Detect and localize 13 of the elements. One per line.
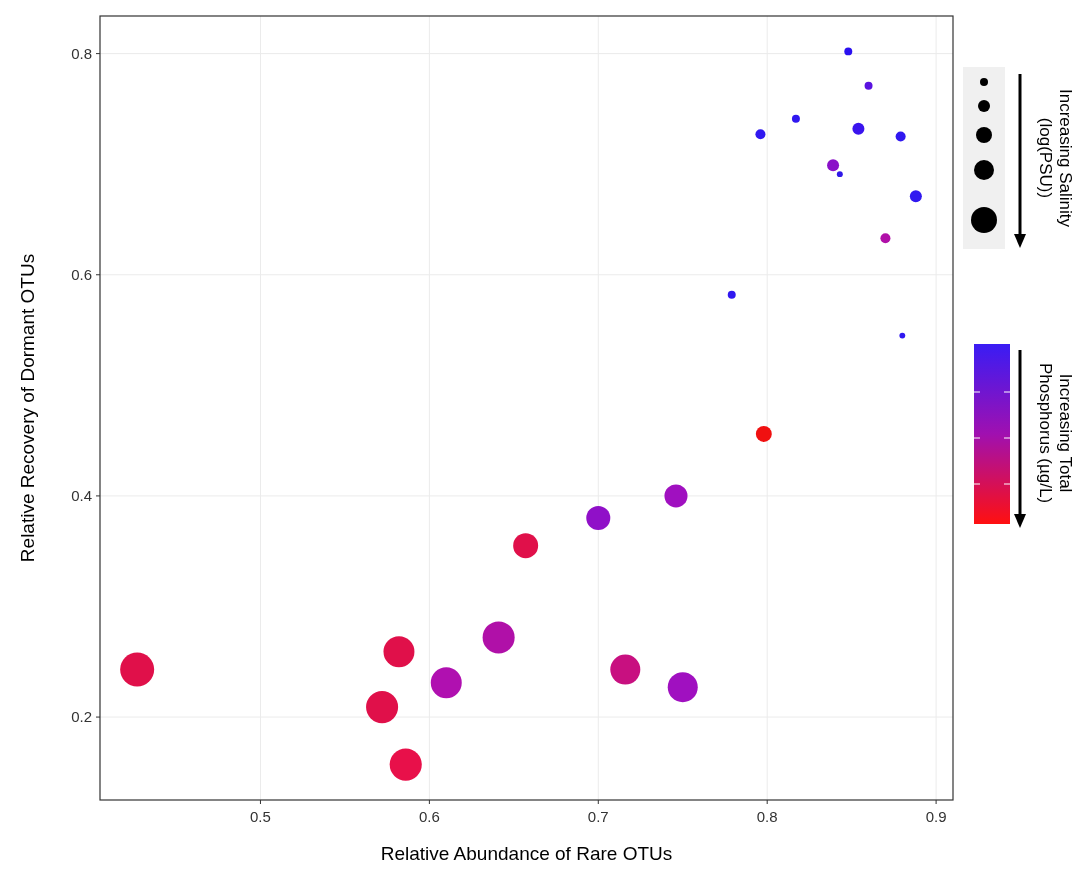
x-tick-label: 0.8 bbox=[756, 808, 778, 825]
y-tick-label: 0.6 bbox=[71, 265, 92, 283]
x-tick-label: 0.7 bbox=[587, 808, 609, 825]
y-tick-label: 0.2 bbox=[71, 708, 92, 726]
y-tick-label: 0.4 bbox=[71, 486, 92, 504]
x-axis-title: Relative Abundance of Rare OTUs bbox=[380, 843, 673, 864]
text: Increasing Salinity (log(PSU)) bbox=[1036, 89, 1075, 228]
x-tick-label: 0.9 bbox=[925, 808, 947, 825]
y-axis-title: Relative Recovery of Dormant OTUs bbox=[17, 253, 38, 563]
text: Increasing Total Phosphorus (µg/L) bbox=[1036, 362, 1075, 504]
x-tick-label: 0.5 bbox=[250, 808, 271, 825]
y-tick-label: 0.8 bbox=[71, 44, 92, 62]
x-tick-label: 0.6 bbox=[418, 808, 440, 825]
